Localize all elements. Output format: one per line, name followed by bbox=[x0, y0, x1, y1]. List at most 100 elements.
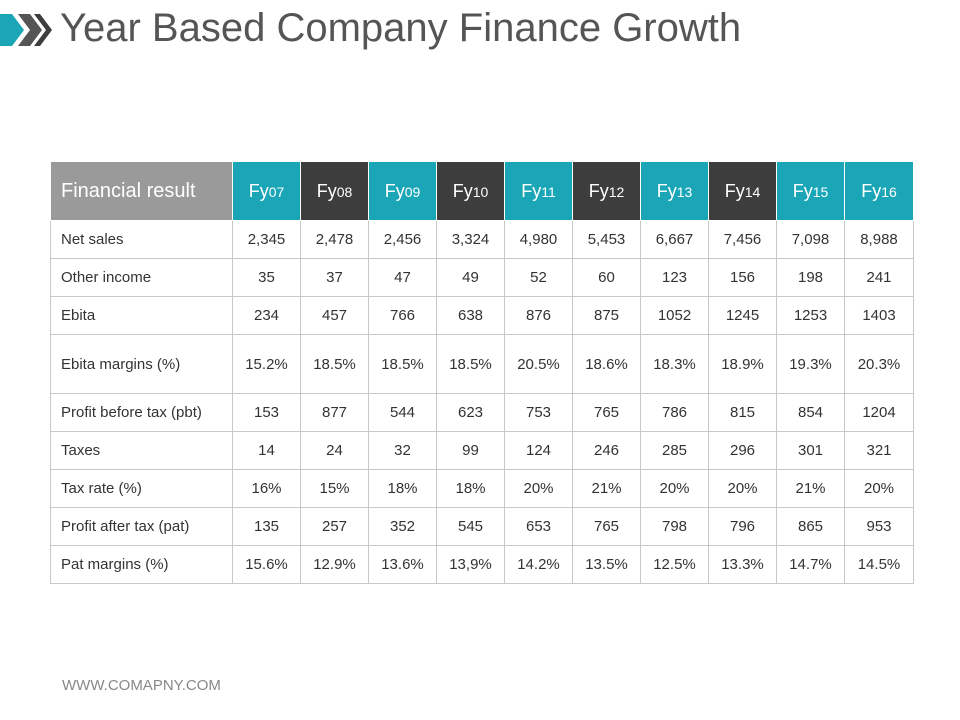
table-row: Other income 35 37 47 49 52 60 123 156 198 241 bbox=[50, 258, 914, 297]
row-label: Net sales bbox=[50, 220, 233, 259]
year-number: 14 bbox=[744, 183, 761, 200]
table-cell: 47 bbox=[368, 258, 437, 297]
table-cell: 123 bbox=[640, 258, 709, 297]
table-cell: 7,456 bbox=[708, 220, 777, 259]
year-number: 13 bbox=[676, 183, 693, 200]
table-cell: 20.3% bbox=[844, 334, 914, 394]
row-label: Profit before tax (pbt) bbox=[50, 393, 233, 432]
year-header: Fy07 bbox=[232, 161, 301, 221]
table-cell: 798 bbox=[640, 507, 709, 546]
table-cell: 3,324 bbox=[436, 220, 505, 259]
table-row: Ebita margins (%) 15.2% 18.5% 18.5% 18.5% 20.… bbox=[50, 334, 914, 394]
table-cell: 153 bbox=[232, 393, 301, 432]
table-cell: 1403 bbox=[844, 296, 914, 335]
table-cell: 156 bbox=[708, 258, 777, 297]
table-cell: 766 bbox=[368, 296, 437, 335]
table-cell: 877 bbox=[300, 393, 369, 432]
year-number: 15 bbox=[812, 183, 829, 200]
table-cell: 19.3% bbox=[776, 334, 845, 394]
page-title: Year Based Company Finance Growth bbox=[60, 6, 742, 50]
year-prefix: Fy bbox=[248, 180, 269, 201]
table-cell: 18.3% bbox=[640, 334, 709, 394]
table-cell: 13.5% bbox=[572, 545, 641, 584]
table-cell: 32 bbox=[368, 431, 437, 470]
table-cell: 18.5% bbox=[300, 334, 369, 394]
table-row: Profit before tax (pbt) 153 877 544 623 753 76… bbox=[50, 393, 914, 432]
table-cell: 638 bbox=[436, 296, 505, 335]
year-prefix: Fy bbox=[656, 180, 677, 201]
row-label: Taxes bbox=[50, 431, 233, 470]
table-cell: 623 bbox=[436, 393, 505, 432]
year-prefix: Fy bbox=[316, 180, 337, 201]
table-row: Taxes 14 24 32 99 124 246 285 296 301 321 bbox=[50, 431, 914, 470]
table-cell: 5,453 bbox=[572, 220, 641, 259]
table-cell: 60 bbox=[572, 258, 641, 297]
table-cell: 14.7% bbox=[776, 545, 845, 584]
table-cell: 953 bbox=[844, 507, 914, 546]
year-number: 10 bbox=[472, 183, 489, 200]
header-label: Financial result bbox=[50, 161, 233, 221]
table-cell: 35 bbox=[232, 258, 301, 297]
year-header: Fy08 bbox=[300, 161, 369, 221]
table-cell: 8,988 bbox=[844, 220, 914, 259]
year-prefix: Fy bbox=[724, 180, 745, 201]
table-cell: 1052 bbox=[640, 296, 709, 335]
table-cell: 20% bbox=[708, 469, 777, 508]
table-cell: 854 bbox=[776, 393, 845, 432]
row-label: Tax rate (%) bbox=[50, 469, 233, 508]
table-row: Tax rate (%) 16% 15% 18% 18% 20% 21% 20% 20% 21% 2… bbox=[50, 469, 914, 508]
table-cell: 4,980 bbox=[504, 220, 573, 259]
table-cell: 815 bbox=[708, 393, 777, 432]
year-number: 09 bbox=[404, 183, 421, 200]
year-header: Fy16 bbox=[844, 161, 914, 221]
year-header: Fy15 bbox=[776, 161, 845, 221]
table-cell: 13.3% bbox=[708, 545, 777, 584]
year-prefix: Fy bbox=[452, 180, 473, 201]
table-cell: 37 bbox=[300, 258, 369, 297]
year-prefix: Fy bbox=[384, 180, 405, 201]
table-row: Net sales 2,345 2,478 2,456 3,324 4,980 5,453 6… bbox=[50, 220, 914, 259]
table-cell: 352 bbox=[368, 507, 437, 546]
table-cell: 865 bbox=[776, 507, 845, 546]
table-cell: 49 bbox=[436, 258, 505, 297]
table-cell: 18% bbox=[436, 469, 505, 508]
year-prefix: Fy bbox=[521, 180, 542, 201]
row-label: Pat margins (%) bbox=[50, 545, 233, 584]
table-cell: 52 bbox=[504, 258, 573, 297]
table-cell: 18.6% bbox=[572, 334, 641, 394]
footer-website: WWW.COMAPNY.COM bbox=[62, 677, 221, 694]
table-cell: 15.2% bbox=[232, 334, 301, 394]
table-cell: 6,667 bbox=[640, 220, 709, 259]
table-cell: 18% bbox=[368, 469, 437, 508]
row-label: Ebita bbox=[50, 296, 233, 335]
table-cell: 796 bbox=[708, 507, 777, 546]
year-header: Fy12 bbox=[572, 161, 641, 221]
table-cell: 765 bbox=[572, 507, 641, 546]
year-number: 16 bbox=[881, 183, 897, 200]
table-body: Net sales 2,345 2,478 2,456 3,324 4,980 5,453 6… bbox=[50, 220, 914, 584]
table-cell: 18.5% bbox=[368, 334, 437, 394]
table-cell: 545 bbox=[436, 507, 505, 546]
table-cell: 875 bbox=[572, 296, 641, 335]
table-cell: 7,098 bbox=[776, 220, 845, 259]
table-cell: 234 bbox=[232, 296, 301, 335]
year-prefix: Fy bbox=[861, 180, 882, 201]
table-cell: 14 bbox=[232, 431, 301, 470]
table-cell: 753 bbox=[504, 393, 573, 432]
table-cell: 14.5% bbox=[844, 545, 914, 584]
year-prefix: Fy bbox=[588, 180, 609, 201]
table-cell: 1245 bbox=[708, 296, 777, 335]
table-cell: 14.2% bbox=[504, 545, 573, 584]
table-cell: 246 bbox=[572, 431, 641, 470]
year-header: Fy10 bbox=[436, 161, 505, 221]
table-cell: 321 bbox=[844, 431, 914, 470]
table-cell: 2,345 bbox=[232, 220, 301, 259]
table-cell: 15.6% bbox=[232, 545, 301, 584]
table-row: Ebita 234 457 766 638 876 875 1052 1245 1253 1403 bbox=[50, 296, 914, 335]
table-cell: 285 bbox=[640, 431, 709, 470]
table-cell: 198 bbox=[776, 258, 845, 297]
chevron-arrows-icon bbox=[0, 14, 52, 46]
table-cell: 765 bbox=[572, 393, 641, 432]
table-cell: 786 bbox=[640, 393, 709, 432]
year-header: Fy11 bbox=[504, 161, 573, 221]
